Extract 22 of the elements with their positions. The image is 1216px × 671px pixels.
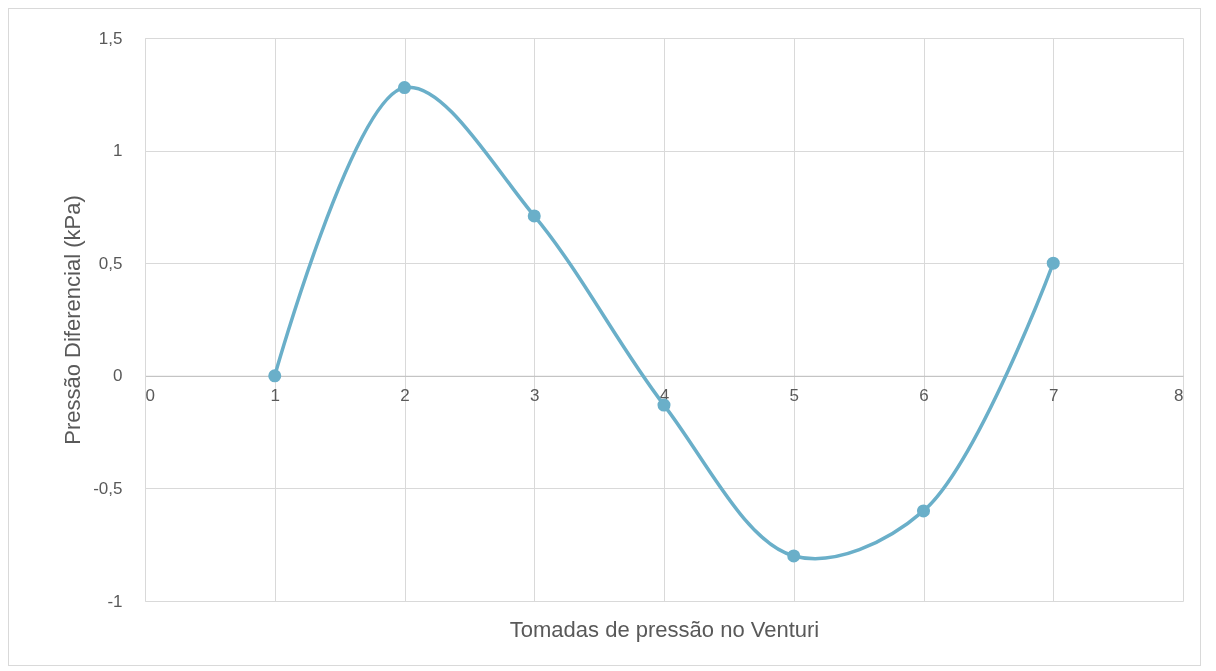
y-tick-label: 0,5 <box>98 253 123 273</box>
x-tick-label: 2 <box>400 386 410 406</box>
y-axis-title: Pressão Diferencial (kPa) <box>60 195 86 445</box>
y-tick-label: -1 <box>107 591 123 611</box>
y-tick-label: -0,5 <box>93 478 123 498</box>
point <box>787 549 801 563</box>
point <box>397 81 412 95</box>
point <box>268 369 282 383</box>
point <box>916 504 931 518</box>
x-tick-label: 6 <box>919 386 929 406</box>
y-tick-label: 0 <box>113 366 123 386</box>
x-axis-title: Tomadas de pressão no Venturi <box>509 616 820 642</box>
x-tick-label: 0 <box>145 386 155 406</box>
x-tick-label: 8 <box>1174 386 1184 406</box>
y-tick-label: 1,5 <box>98 28 123 48</box>
point <box>1046 256 1060 270</box>
x-tick-label: 1 <box>270 386 280 406</box>
x-tick-label: 3 <box>530 386 540 406</box>
y-tick-label: 1 <box>113 141 123 161</box>
x-tick-label: 5 <box>789 386 799 406</box>
point <box>527 209 541 223</box>
x-tick-label: 7 <box>1049 386 1059 406</box>
